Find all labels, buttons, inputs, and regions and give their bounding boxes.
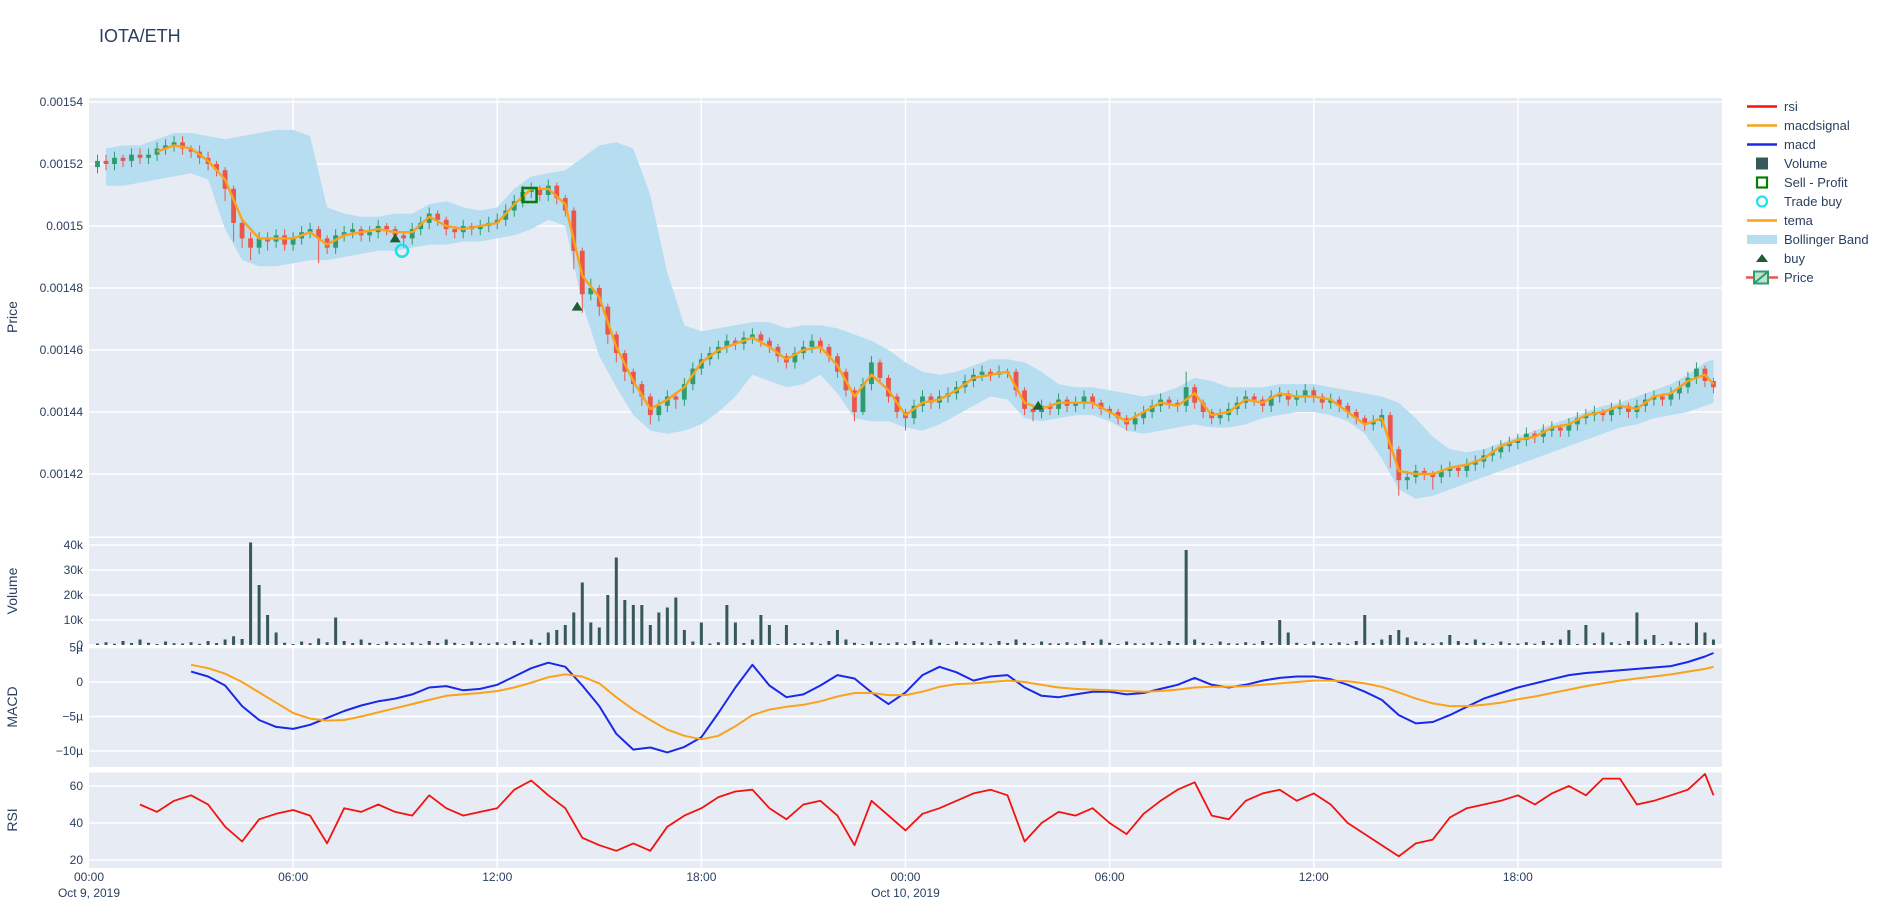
legend-item-trade-buy[interactable]: Trade buy	[1744, 192, 1869, 211]
price-tick-label: 0.00146	[40, 343, 84, 357]
legend-item-volume[interactable]: Volume	[1744, 154, 1869, 173]
price-tick-label: 0.00144	[40, 405, 84, 419]
band-icon	[1744, 230, 1780, 249]
volume-tick-label: 30k	[64, 563, 84, 577]
x-date-label: Oct 9, 2019	[58, 886, 120, 900]
legend-item-buy[interactable]: buy	[1744, 249, 1869, 268]
legend-item-bollinger-band[interactable]: Bollinger Band	[1744, 230, 1869, 249]
macd-axis-title: MACD	[4, 686, 20, 727]
legend-label: buy	[1784, 251, 1805, 266]
trade-markers	[389, 186, 1044, 410]
buy-marker	[389, 233, 401, 243]
volume-axis-title: Volume	[4, 567, 20, 614]
macdsignal-line	[190, 663, 1714, 741]
price-tick-label: 0.00152	[40, 157, 84, 171]
volume-tick-label: 0	[76, 638, 83, 652]
x-date-label: Oct 10, 2019	[871, 886, 940, 900]
macd-tick-label: −10µ	[56, 744, 83, 758]
legend-item-tema[interactable]: tema	[1744, 211, 1869, 230]
buy-marker	[1032, 400, 1044, 410]
chart-title: IOTA/ETH	[99, 26, 181, 46]
sell-profit-marker	[521, 186, 538, 204]
x-tick-label: 00:00	[890, 870, 920, 884]
legend-item-macdsignal[interactable]: macdsignal	[1744, 116, 1869, 135]
tick-labels: 0.00154 0.00152 0.0015 0.00148 0.00146 0.0014…	[40, 95, 1534, 900]
legend-item-sell-profit[interactable]: Sell - Profit	[1744, 173, 1869, 192]
triangle-up-icon	[1744, 249, 1780, 268]
trade-buy-marker	[394, 243, 410, 259]
macd-tick-label: 5µ	[69, 641, 83, 655]
square-fill-icon	[1744, 154, 1780, 173]
volume-series	[96, 542, 1715, 645]
volume-tick-label: 40k	[64, 538, 84, 552]
x-tick-label: 18:00	[686, 870, 716, 884]
x-tick-label: 06:00	[1095, 870, 1125, 884]
rsi-tick-label: 20	[70, 853, 84, 867]
macd-tick-label: 0	[76, 675, 83, 689]
legend-item-rsi[interactable]: rsi	[1744, 97, 1869, 116]
legend-label: Sell - Profit	[1784, 175, 1848, 190]
price-tick-label: 0.0015	[46, 219, 83, 233]
rsi-line	[139, 773, 1715, 858]
candle-icon	[1744, 268, 1780, 287]
rsi-tick-label: 40	[70, 816, 84, 830]
legend-label: macd	[1784, 137, 1816, 152]
rsi-axis-title: RSI	[4, 808, 20, 831]
price-axis-title: Price	[4, 301, 20, 333]
legend: rsi macdsignal macd Volume Sell - Profit Trad…	[1744, 97, 1869, 287]
rsi-tick-label: 60	[70, 779, 84, 793]
buy-marker	[571, 301, 583, 311]
legend-label: macdsignal	[1784, 118, 1850, 133]
line-icon	[1744, 211, 1780, 230]
tema-line	[156, 144, 1715, 476]
circle-open-icon	[1744, 192, 1780, 211]
price-tick-label: 0.00148	[40, 281, 84, 295]
line-icon	[1744, 135, 1780, 154]
line-icon	[1744, 116, 1780, 135]
legend-label: Volume	[1784, 156, 1828, 171]
legend-label: rsi	[1784, 99, 1798, 114]
price-tick-label: 0.00154	[40, 95, 84, 109]
series-layer	[95, 129, 1716, 858]
x-tick-label: 18:00	[1503, 870, 1533, 884]
bollinger-band	[106, 129, 1714, 499]
legend-label: Trade buy	[1784, 194, 1843, 209]
volume-tick-label: 20k	[64, 588, 84, 602]
legend-label: Price	[1784, 270, 1814, 285]
x-tick-label: 12:00	[482, 870, 512, 884]
line-icon	[1744, 97, 1780, 116]
legend-label: Bollinger Band	[1784, 232, 1869, 247]
x-tick-label: 06:00	[278, 870, 308, 884]
legend-item-price[interactable]: Price	[1744, 268, 1869, 287]
macd-tick-label: −5µ	[62, 710, 83, 724]
x-tick-label: 12:00	[1299, 870, 1329, 884]
x-tick-label: 00:00	[74, 870, 104, 884]
volume-tick-label: 10k	[64, 613, 84, 627]
legend-item-macd[interactable]: macd	[1744, 135, 1869, 154]
legend-label: tema	[1784, 213, 1813, 228]
price-tick-label: 0.00142	[40, 467, 84, 481]
square-open-icon	[1744, 173, 1780, 192]
